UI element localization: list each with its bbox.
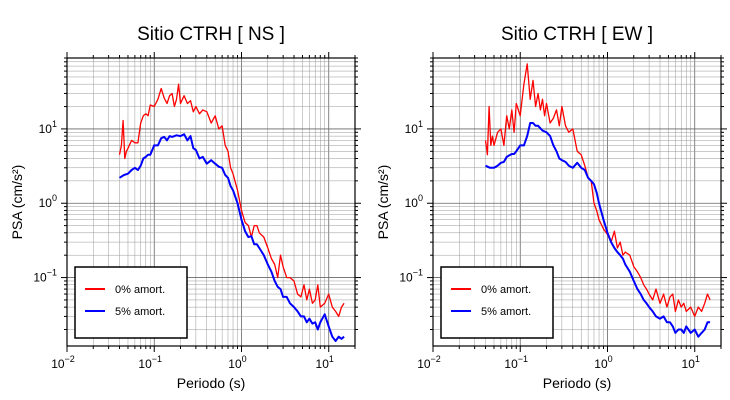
series-line-0pct bbox=[118, 83, 345, 318]
x-tick-label: 10−1 bbox=[138, 354, 162, 371]
y-tick-base: 10 bbox=[33, 271, 47, 285]
legend-label-0pct: 0% amort. bbox=[481, 284, 531, 296]
x-tick-base: 10 bbox=[417, 357, 431, 371]
y-tick-label: 10−1 bbox=[399, 268, 423, 285]
x-tick-label: 101 bbox=[682, 354, 700, 371]
y-tick-label: 100 bbox=[39, 193, 57, 210]
series-line-5pct bbox=[485, 122, 711, 338]
y-tick-label: 101 bbox=[405, 119, 423, 136]
legend: 0% amort. 5% amort. bbox=[440, 266, 554, 339]
chart-panel-1: Sitio CTRH [ NS ]10−2 10−1 100 10110−110010… bbox=[9, 24, 361, 391]
x-axis-label: Periodo (s) bbox=[543, 375, 611, 391]
x-tick-base: 10 bbox=[51, 357, 65, 371]
x-tick-exp: 1 bbox=[329, 354, 334, 364]
legend-box bbox=[74, 266, 188, 339]
chart-title: Sitio CTRH [ EW ] bbox=[501, 24, 653, 45]
x-axis-label: Periodo (s) bbox=[177, 375, 245, 391]
x-tick-exp: −2 bbox=[65, 354, 75, 364]
x-tick-exp: −1 bbox=[518, 354, 528, 364]
y-tick-exp: 0 bbox=[52, 193, 57, 203]
y-tick-exp: 0 bbox=[418, 193, 423, 203]
chart-panel-2: Sitio CTRH [ EW ]10−2 10−1 100 10110−110010… bbox=[375, 24, 727, 391]
legend-label-5pct: 5% amort. bbox=[115, 306, 165, 318]
plot-frame bbox=[66, 57, 356, 347]
x-tick-label: 10−2 bbox=[51, 354, 75, 371]
y-tick-base: 10 bbox=[405, 196, 419, 210]
x-tick-base: 10 bbox=[504, 357, 518, 371]
x-tick-exp: 1 bbox=[695, 354, 700, 364]
plot-frame bbox=[432, 57, 722, 347]
legend: 0% amort. 5% amort. bbox=[74, 266, 188, 339]
x-tick-label: 10−2 bbox=[417, 354, 441, 371]
x-tick-base: 10 bbox=[316, 357, 330, 371]
y-tick-exp: −1 bbox=[413, 268, 423, 278]
series-line-5pct bbox=[118, 133, 345, 342]
legend-label-5pct: 5% amort. bbox=[481, 306, 531, 318]
y-tick-exp: 1 bbox=[52, 119, 57, 129]
y-tick-label: 10−1 bbox=[33, 268, 57, 285]
y-tick-base: 10 bbox=[39, 122, 53, 136]
x-tick-exp: −2 bbox=[431, 354, 441, 364]
x-tick-label: 10−1 bbox=[504, 354, 528, 371]
x-tick-exp: 0 bbox=[242, 354, 247, 364]
x-tick-base: 10 bbox=[682, 357, 696, 371]
x-tick-label: 100 bbox=[228, 354, 246, 371]
chart-title: Sitio CTRH [ NS ] bbox=[137, 24, 285, 45]
y-tick-base: 10 bbox=[39, 196, 53, 210]
y-tick-label: 100 bbox=[405, 193, 423, 210]
y-tick-exp: 1 bbox=[418, 119, 423, 129]
y-tick-exp: −1 bbox=[47, 268, 57, 278]
y-tick-label: 101 bbox=[39, 119, 57, 136]
y-tick-base: 10 bbox=[399, 271, 413, 285]
x-tick-base: 10 bbox=[138, 357, 152, 371]
x-tick-label: 101 bbox=[316, 354, 334, 371]
x-tick-label: 100 bbox=[594, 354, 612, 371]
x-tick-exp: −1 bbox=[152, 354, 162, 364]
y-tick-base: 10 bbox=[405, 122, 419, 136]
x-tick-base: 10 bbox=[594, 357, 608, 371]
x-tick-base: 10 bbox=[228, 357, 242, 371]
legend-box bbox=[440, 266, 554, 339]
legend-label-0pct: 0% amort. bbox=[115, 284, 165, 296]
x-tick-exp: 0 bbox=[608, 354, 613, 364]
y-axis-label: PSA (cm/s²) bbox=[9, 165, 25, 240]
y-axis-label: PSA (cm/s²) bbox=[375, 165, 391, 240]
